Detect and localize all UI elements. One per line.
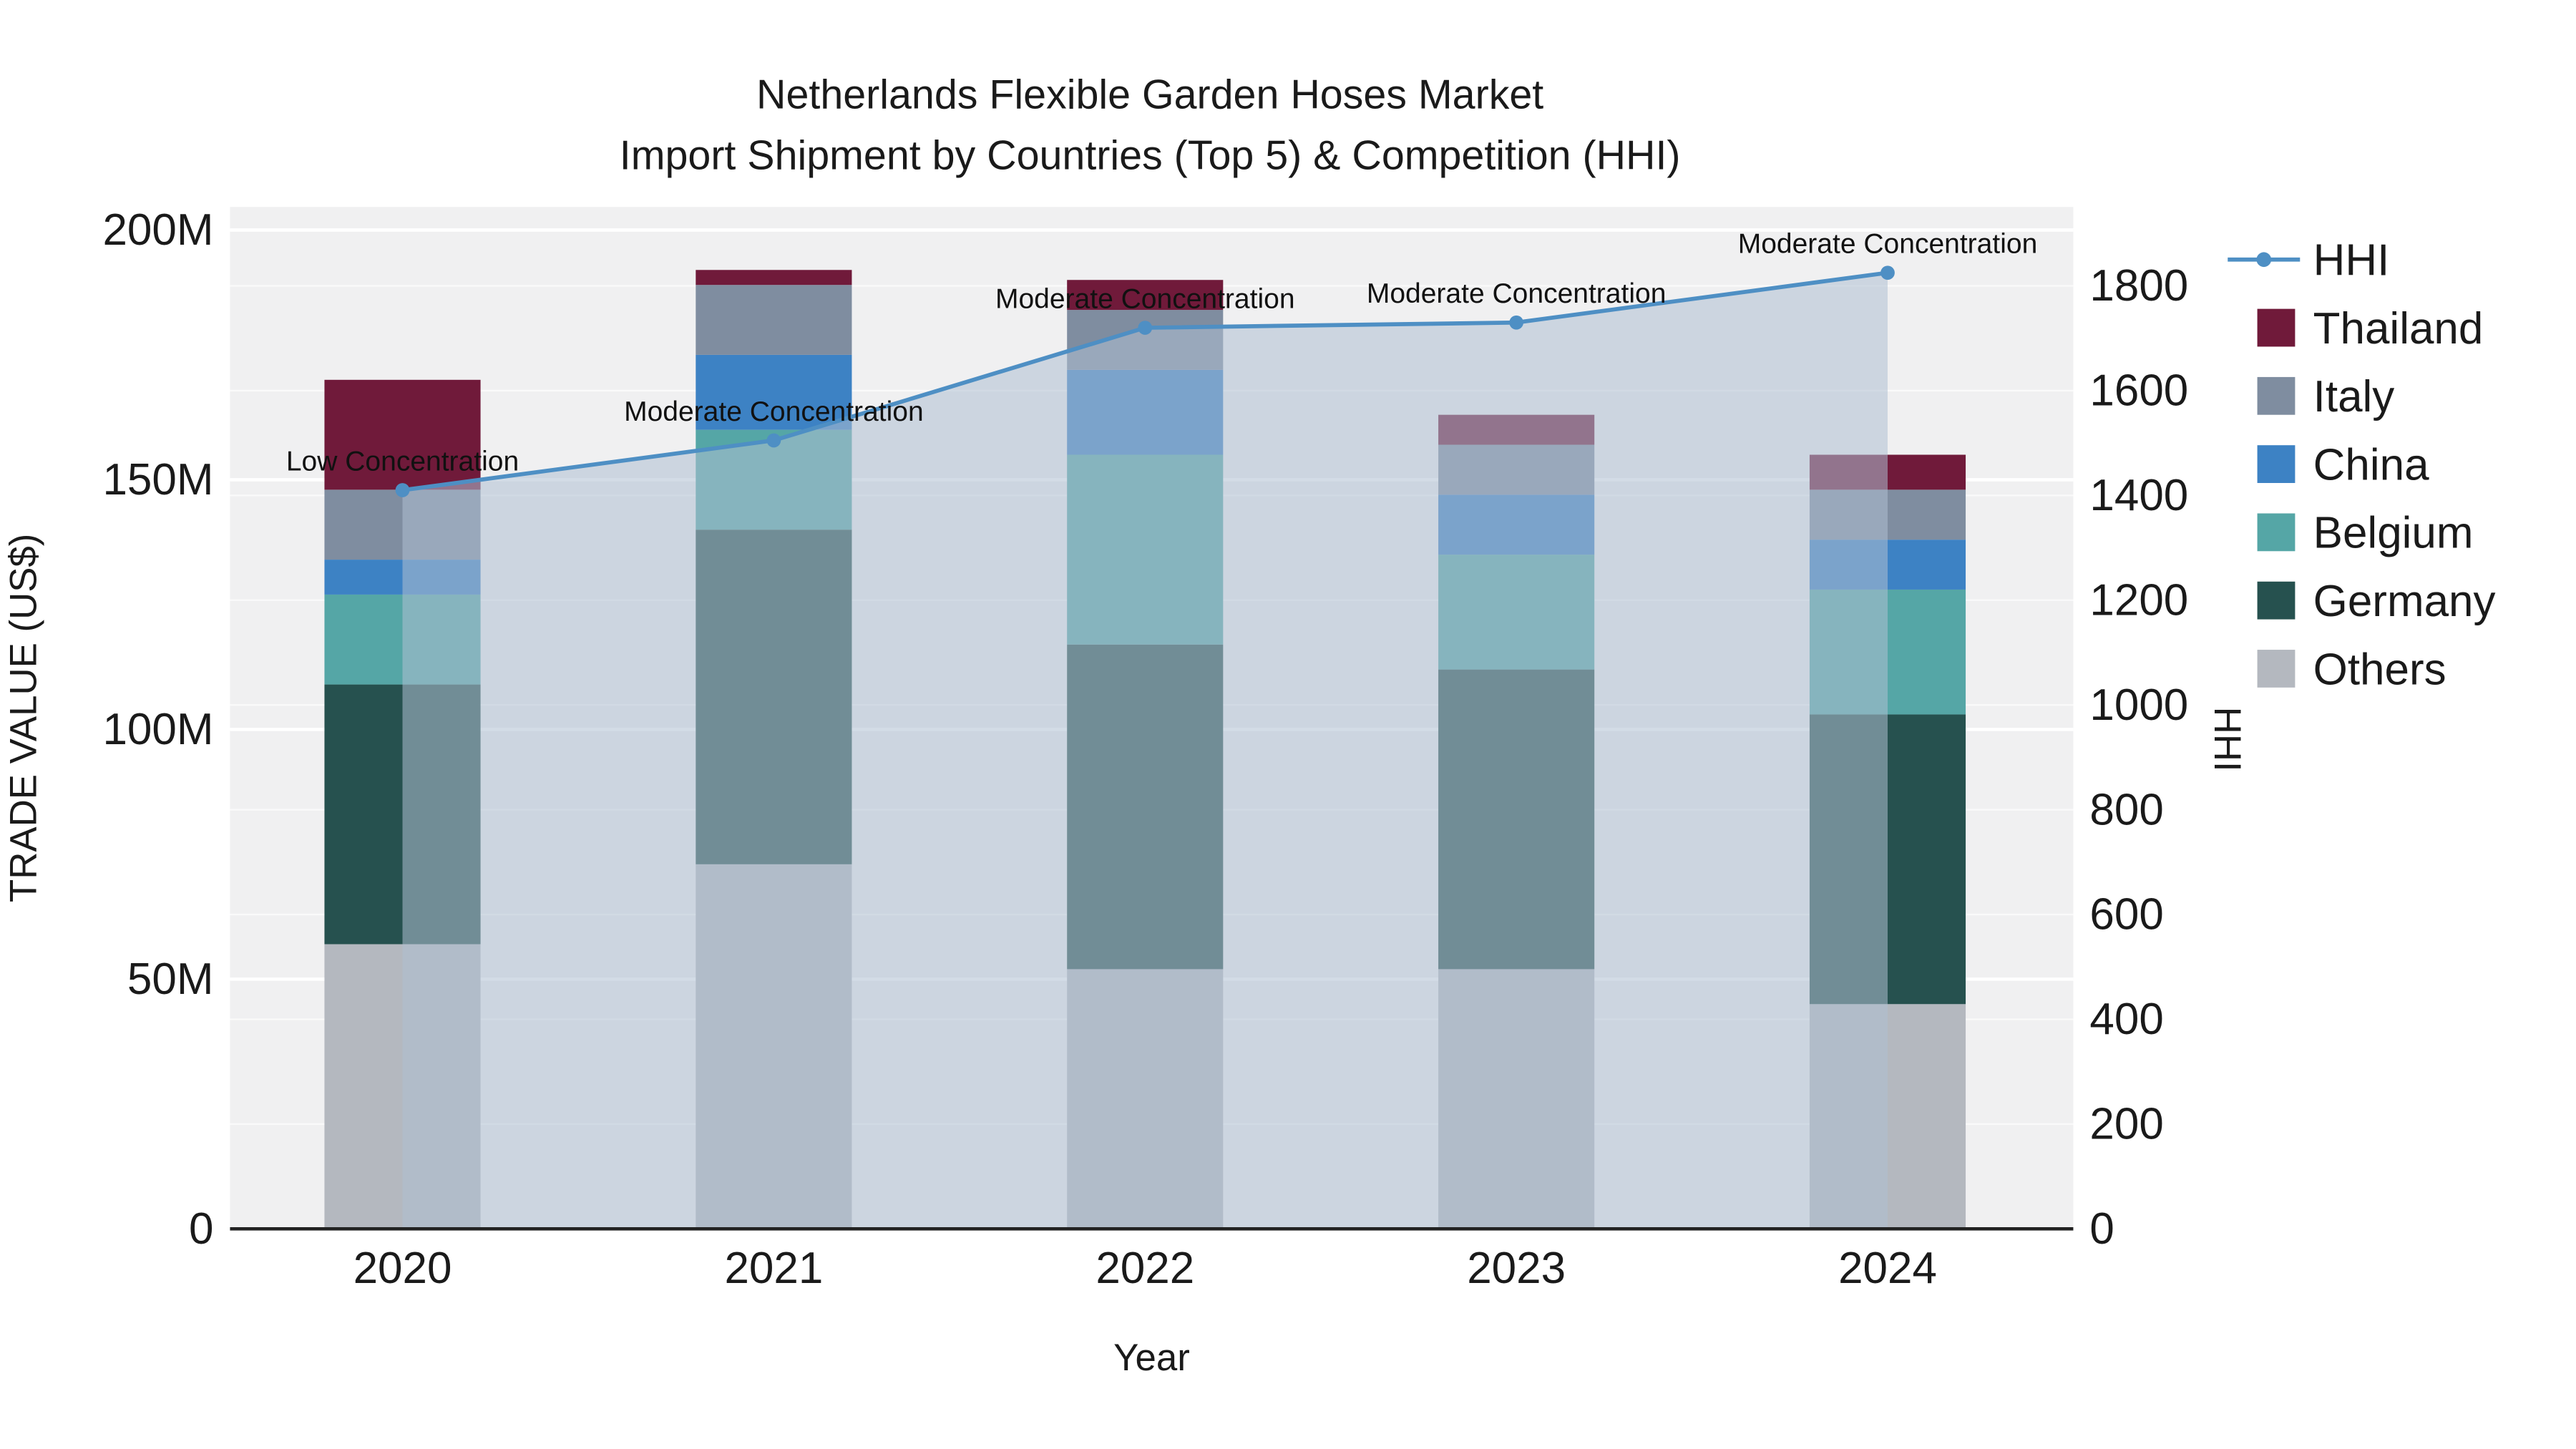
y-right-tick-0: 0	[2089, 1204, 2114, 1254]
legend-swatch	[2257, 376, 2296, 415]
hhi-area-fill	[402, 273, 1888, 1229]
legend-item-thailand[interactable]: Thailand	[2257, 304, 2484, 353]
legend-label: Thailand	[2313, 304, 2484, 353]
annotation-2023: Moderate Concentration	[1367, 278, 1667, 309]
bar-segment-thailand-2022[interactable]	[1067, 280, 1224, 311]
legend-item-belgium[interactable]: Belgium	[2257, 509, 2474, 558]
y-left-tick-50M: 50M	[127, 955, 214, 1004]
legend-item-italy[interactable]: Italy	[2257, 372, 2395, 421]
legend-swatch	[2257, 581, 2296, 620]
legend-line-marker	[2256, 252, 2272, 268]
chart-title-line2: Import Shipment by Countries (Top 5) & C…	[620, 132, 1681, 178]
legend-swatch	[2257, 650, 2296, 688]
x-tick-2024: 2024	[1838, 1244, 1937, 1293]
plot-layer: Low Concentration Moderate Concentration M…	[102, 205, 2188, 1293]
y-right-tick-1800: 1800	[2089, 261, 2188, 311]
y-right-tick-600: 600	[2089, 890, 2163, 940]
chart-title-line1: Netherlands Flexible Garden Hoses Market	[756, 72, 1543, 118]
y-right-axis-title: HHI	[2206, 707, 2248, 772]
chart-legend: HHI Thailand Italy China Belgium Germany Other…	[2228, 236, 2496, 694]
y-left-tick-100M: 100M	[102, 705, 213, 754]
x-tick-2021: 2021	[724, 1244, 823, 1293]
y-left-axis-title: TRADE VALUE (US$)	[3, 534, 45, 902]
annotation-2020: Low Concentration	[286, 446, 519, 477]
y-right-tick-1000: 1000	[2089, 680, 2188, 730]
bar-segment-thailand-2021[interactable]	[696, 270, 852, 286]
legend-label: Belgium	[2313, 509, 2474, 558]
hhi-marker-2022[interactable]	[1138, 321, 1153, 335]
x-tick-2022: 2022	[1096, 1244, 1194, 1293]
legend-swatch	[2257, 513, 2296, 552]
y-right-tick-400: 400	[2089, 995, 2163, 1044]
y-right-tick-200: 200	[2089, 1100, 2163, 1149]
legend-item-china[interactable]: China	[2257, 440, 2430, 489]
y-right-tick-1600: 1600	[2089, 366, 2188, 416]
bar-segment-china-2021[interactable]	[696, 354, 852, 430]
annotation-2021: Moderate Concentration	[624, 396, 924, 427]
legend-item-germany[interactable]: Germany	[2257, 577, 2496, 626]
hhi-marker-2024[interactable]	[1880, 265, 1895, 280]
bar-segment-thailand-2020[interactable]	[324, 379, 481, 490]
x-axis-title: Year	[1113, 1337, 1190, 1379]
legend-label: Italy	[2313, 372, 2395, 421]
x-tick-2020: 2020	[353, 1244, 452, 1293]
bar-segment-italy-2021[interactable]	[696, 285, 852, 355]
y-right-tick-800: 800	[2089, 785, 2163, 834]
y-left-tick-200M: 200M	[102, 205, 213, 255]
legend-label: Germany	[2313, 577, 2496, 626]
legend-item-others[interactable]: Others	[2257, 645, 2446, 694]
annotation-2022: Moderate Concentration	[995, 284, 1295, 315]
y-right-tick-1400: 1400	[2089, 471, 2188, 520]
x-tick-2023: 2023	[1467, 1244, 1566, 1293]
legend-label: China	[2313, 440, 2429, 489]
hhi-marker-2020[interactable]	[395, 483, 410, 497]
legend-label: HHI	[2313, 236, 2390, 286]
y-right-tick-1200: 1200	[2089, 575, 2188, 625]
hhi-marker-2021[interactable]	[766, 433, 781, 448]
y-left-tick-150M: 150M	[102, 455, 213, 504]
legend-label: Others	[2313, 645, 2446, 694]
annotation-2024: Moderate Concentration	[1738, 229, 2038, 260]
legend-item-hhi[interactable]: HHI	[2228, 236, 2389, 286]
legend-swatch	[2257, 308, 2296, 347]
y-left-tick-0: 0	[189, 1204, 213, 1254]
hhi-marker-2023[interactable]	[1509, 315, 1524, 330]
legend-swatch	[2257, 445, 2296, 483]
